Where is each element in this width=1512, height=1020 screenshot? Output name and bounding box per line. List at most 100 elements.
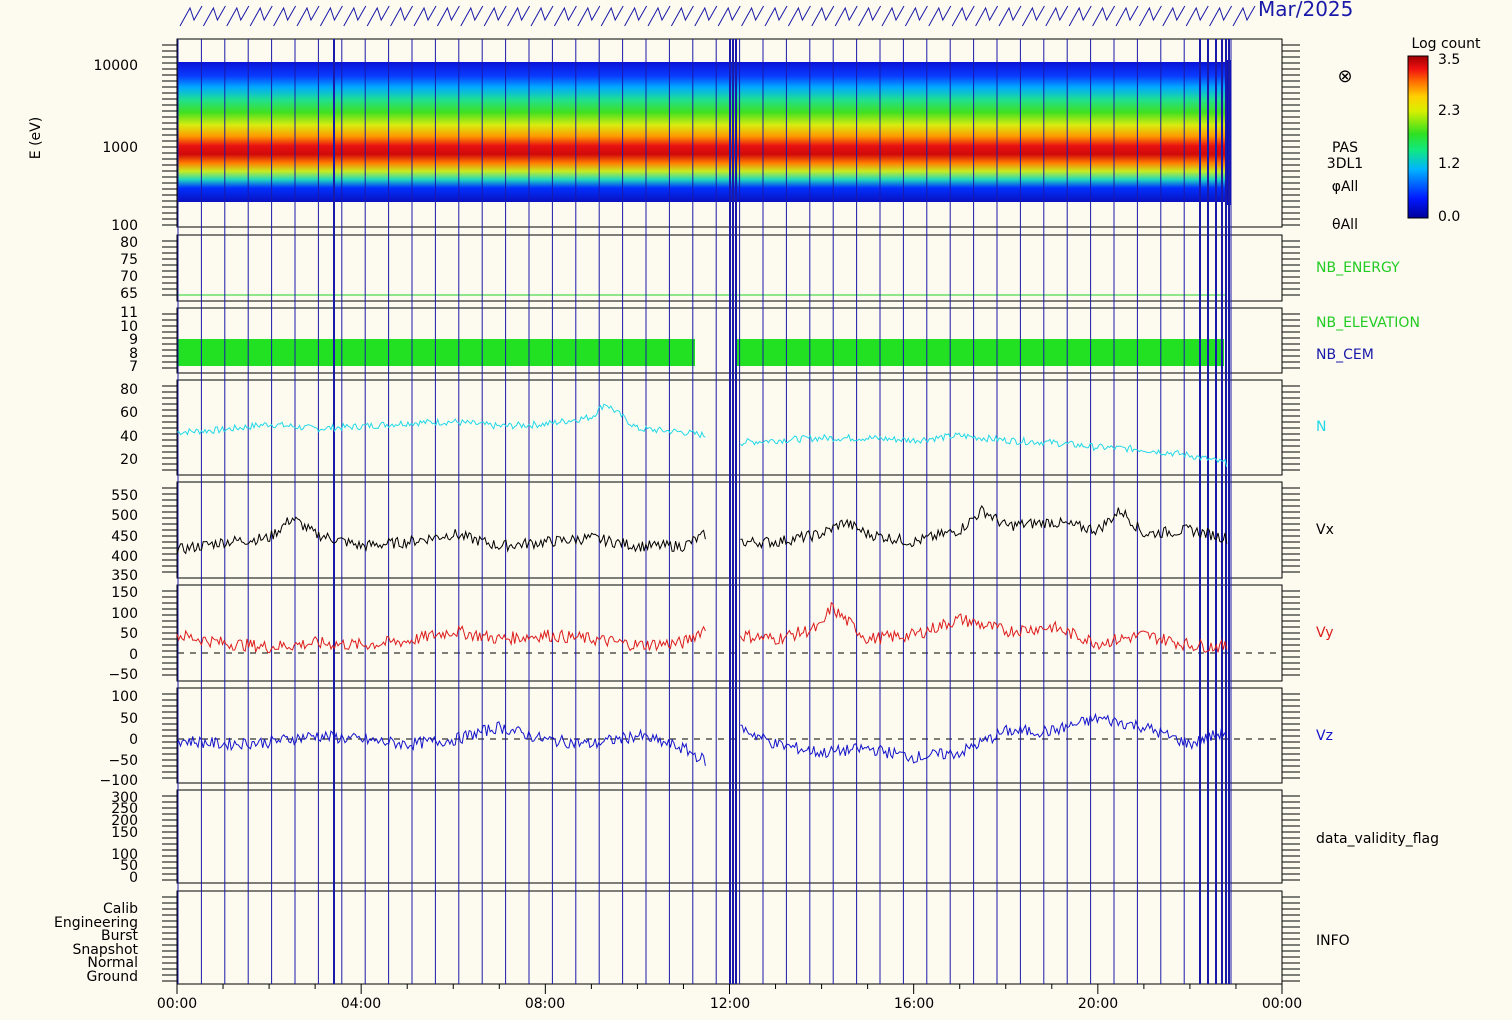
x-axis: 00:00 04:00 08:00 12:00 16:00 20:00 00:0… (157, 996, 1302, 1012)
header-timestamp-overlap (179, 5, 1256, 27)
header-glyph (811, 5, 835, 27)
vz-ytick-5: −100 (100, 773, 138, 789)
vy-ytick-4: 0 (129, 647, 138, 663)
y-labels: 10000 1000 100 80 75 70 65 11 10 9 8 7 8… (54, 58, 139, 985)
val-ytick-2: 250 (111, 801, 138, 817)
right-labels: ⊗ PAS 3DL1 φAll θAll NB_ENERGY NB_ELEVAT… (1316, 66, 1439, 949)
time-marker-lines (177, 39, 1232, 984)
spec-ylabel: E (eV) (28, 117, 44, 159)
n-ytick-2: 60 (120, 405, 138, 421)
energy-spectrogram (178, 60, 1231, 205)
header-glyph (436, 5, 460, 27)
nbv-ytick-4: 8 (129, 346, 138, 362)
header-glyph (858, 5, 882, 27)
xtick-5: 16:00 (894, 996, 934, 1012)
xtick-3: 08:00 (525, 996, 565, 1012)
header-glyph (764, 5, 788, 27)
colorbar-scale (1407, 55, 1429, 219)
header-glyph (343, 5, 367, 27)
header-glyph (202, 5, 226, 27)
spec-ytick-2: 1000 (102, 140, 138, 156)
header-glyph (787, 5, 811, 27)
header-glyph (1209, 5, 1233, 27)
vy-ytick-5: −50 (108, 667, 138, 683)
val-ytick-3: 200 (111, 813, 138, 829)
nbv-ytick-3: 9 (129, 332, 138, 348)
label-nb-cem: NB_CEM (1316, 347, 1374, 363)
header-glyph (881, 5, 905, 27)
series-n (176, 403, 1228, 468)
header-glyph (975, 5, 999, 27)
header-glyph (1232, 5, 1256, 27)
header-glyph (834, 5, 858, 27)
spec-label-phi: φAll (1332, 179, 1359, 195)
header-glyph (553, 5, 577, 27)
vz-ytick-2: 50 (120, 711, 138, 727)
series-vz (176, 712, 1228, 766)
series-vy (176, 601, 1228, 654)
vy-ytick-1: 150 (111, 585, 138, 601)
info-ytick-4: Snapshot (73, 942, 139, 958)
vx-ytick-4: 400 (111, 549, 138, 565)
nbe-ytick-1: 80 (120, 235, 138, 251)
label-vx: Vx (1316, 522, 1334, 538)
xtick-4: 12:00 (710, 996, 750, 1012)
n-ytick-1: 80 (120, 382, 138, 398)
header-glyph (600, 5, 624, 27)
header-glyph (1185, 5, 1209, 27)
label-n: N (1316, 419, 1326, 435)
header-glyph (670, 5, 694, 27)
spec-label-pas: PAS (1332, 140, 1358, 156)
header-glyph (1092, 5, 1116, 27)
header-glyph (530, 5, 554, 27)
label-vy: Vy (1316, 625, 1334, 641)
header-glyph (577, 5, 601, 27)
header-glyph (296, 5, 320, 27)
spec-label-theta: θAll (1332, 217, 1358, 233)
info-ytick-6: Ground (87, 969, 139, 985)
nbe-ytick-3: 70 (120, 269, 138, 285)
header-glyph (273, 5, 297, 27)
info-ytick-2: Engineering (54, 915, 138, 931)
series-vx (176, 505, 1228, 555)
header-glyph (624, 5, 648, 27)
val-ytick-6: 50 (120, 858, 138, 874)
nb-block-2 (737, 339, 1224, 366)
nbe-ytick-4: 65 (120, 286, 138, 302)
colorbar-tick-3: 1.2 (1438, 156, 1460, 172)
xtick-1: 00:00 (157, 996, 197, 1012)
val-ytick-4: 150 (111, 825, 138, 841)
colorbar-tick-1: 3.5 (1438, 52, 1460, 68)
vx-ytick-3: 450 (111, 529, 138, 545)
crossed-circle-icon: ⊗ (1337, 66, 1352, 87)
axis-ticks (162, 44, 1300, 994)
header-glyph (460, 5, 484, 27)
header-glyph (1068, 5, 1092, 27)
header-glyph (483, 5, 507, 27)
header-glyph (1115, 5, 1139, 27)
nbv-ytick-2: 10 (120, 319, 138, 335)
header-glyph (1045, 5, 1069, 27)
header-glyph (390, 5, 414, 27)
header-glyph (741, 5, 765, 27)
spectrogram-band (178, 62, 1225, 202)
header-glyph (1021, 5, 1045, 27)
header-glyph (179, 5, 203, 27)
header-glyph (998, 5, 1022, 27)
header-glyph (694, 5, 718, 27)
vz-ytick-3: 0 (129, 732, 138, 748)
header-glyph (1138, 5, 1162, 27)
val-ytick-5: 100 (111, 847, 138, 863)
header-glyph (413, 5, 437, 27)
xtick-6: 20:00 (1078, 996, 1118, 1012)
series-lines (176, 403, 1228, 766)
nbv-ytick-1: 11 (120, 305, 138, 321)
val-ytick-1: 300 (111, 790, 138, 806)
header-glyph (1162, 5, 1186, 27)
colorbar-tick-4: 0.0 (1438, 209, 1460, 225)
info-ytick-5: Normal (87, 955, 138, 971)
header-glyph (249, 5, 273, 27)
vz-ytick-1: 100 (111, 689, 138, 705)
header-glyph (226, 5, 250, 27)
